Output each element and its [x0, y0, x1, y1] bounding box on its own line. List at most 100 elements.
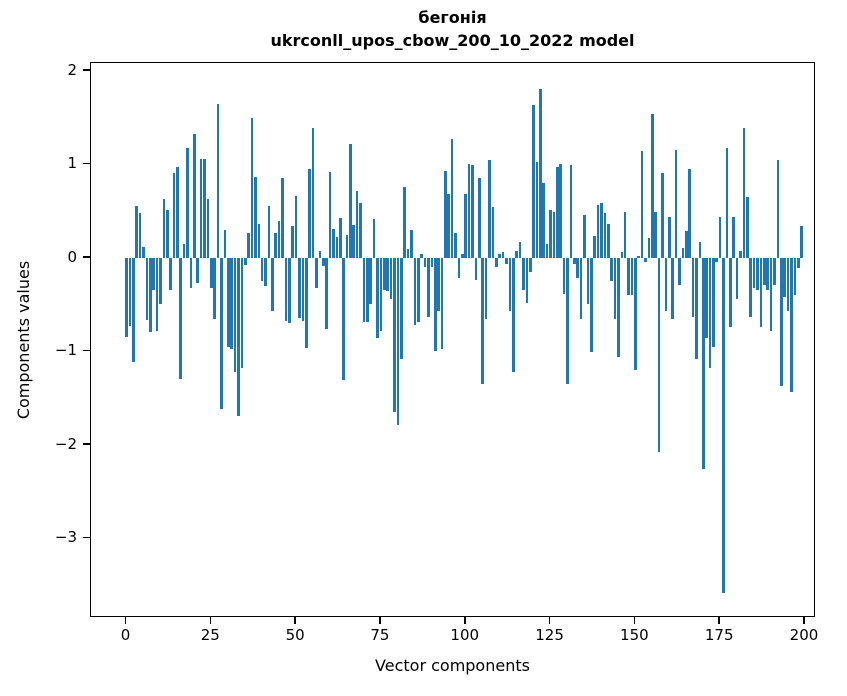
chart-title: бегонія ukrconll_upos_cbow_200_10_2022 m…	[90, 6, 815, 52]
bar-component-165	[684, 230, 688, 258]
bar-component-64	[342, 258, 345, 381]
bar-component-89	[427, 258, 430, 317]
bar-component-86	[416, 258, 420, 322]
chart-title-model: ukrconll_upos_cbow_200_10_2022 model	[270, 31, 635, 50]
bar-component-48	[288, 258, 291, 323]
bar-component-11	[162, 199, 166, 258]
bar-component-14	[172, 172, 176, 258]
bar-component-163	[678, 258, 681, 286]
y-tick-mark--1	[83, 349, 90, 352]
bar-component-172	[708, 258, 712, 369]
bar-component-144	[613, 258, 617, 319]
x-tick-mark-0	[124, 617, 127, 624]
bar-component-53	[305, 258, 308, 348]
bar-component-10	[159, 258, 162, 304]
x-axis-label: Vector components	[375, 656, 530, 675]
bar-component-151	[637, 256, 641, 258]
bar-component-192	[776, 159, 780, 258]
bar-component-98	[457, 258, 461, 278]
bar-component-88	[423, 258, 427, 268]
bar-component-156	[654, 212, 658, 258]
bar-component-23	[203, 158, 206, 258]
bar-component-43	[271, 258, 274, 312]
bar-component-6	[145, 258, 149, 320]
x-tick-mark-100	[464, 617, 466, 624]
bar-component-28	[220, 258, 223, 410]
bar-component-45	[277, 220, 281, 258]
bar-component-161	[671, 258, 674, 319]
bar-component-99	[461, 254, 464, 258]
bar-component-147	[623, 212, 627, 258]
y-tick-label--2: −2	[54, 434, 77, 453]
x-tick-mark-200	[803, 617, 805, 624]
bar-component-124	[545, 243, 549, 258]
x-tick-label-175: 175	[704, 626, 734, 644]
bar-component-20	[193, 133, 196, 258]
bar-component-92	[437, 258, 440, 312]
bar-component-79	[393, 258, 396, 413]
bar-component-142	[606, 224, 610, 258]
bar-component-52	[301, 258, 305, 321]
bar-component-133	[576, 258, 579, 278]
bar-component-162	[674, 149, 678, 258]
bar-component-25	[210, 258, 213, 288]
x-tick-mark-150	[633, 617, 636, 624]
bar-component-106	[484, 258, 488, 319]
bar-component-184	[749, 258, 752, 317]
x-tick-label-200: 200	[789, 626, 819, 644]
bar-component-81	[399, 258, 403, 359]
bar-component-97	[454, 232, 457, 258]
bar-component-189	[766, 258, 769, 290]
bar-component-157	[657, 258, 661, 452]
bar-component-38	[254, 176, 257, 258]
bar-component-103	[474, 258, 478, 280]
bar-component-181	[739, 250, 742, 258]
bar-component-121	[535, 161, 539, 258]
bar-component-194	[783, 258, 786, 298]
bar-component-70	[362, 258, 366, 322]
bar-component-148	[627, 258, 630, 296]
bar-component-73	[372, 218, 376, 258]
bar-component-115	[515, 250, 518, 258]
bar-component-78	[389, 258, 393, 300]
x-tick-label-150: 150	[620, 626, 649, 644]
bar-component-33	[237, 258, 240, 416]
x-tick-label-125: 125	[535, 626, 564, 644]
bar-component-74	[376, 258, 379, 339]
bar-component-176	[722, 258, 725, 593]
bar-component-54	[308, 169, 311, 258]
bar-component-178	[729, 258, 732, 328]
bar-component-108	[491, 206, 495, 258]
bar-component-171	[705, 258, 708, 339]
bar-component-185	[752, 258, 756, 288]
bar-component-31	[230, 258, 233, 349]
bar-component-19	[189, 258, 193, 288]
x-tick-mark-75	[379, 617, 381, 624]
bar-component-69	[359, 202, 362, 258]
bar-component-105	[481, 258, 484, 385]
bar-component-44	[274, 232, 278, 258]
bar-component-138	[593, 236, 596, 258]
bar-component-77	[386, 258, 390, 291]
bar-component-37	[250, 117, 254, 258]
bar-component-167	[691, 258, 695, 317]
y-tick-label-2: 2	[67, 60, 77, 79]
bar-component-104	[478, 177, 481, 258]
bar-component-0	[125, 258, 128, 337]
bar-component-131	[569, 165, 573, 258]
bar-component-143	[610, 258, 613, 282]
bar-component-159	[664, 258, 668, 312]
bar-series	[91, 63, 814, 616]
bar-component-32	[233, 258, 237, 373]
bar-component-191	[773, 258, 776, 286]
bar-component-111	[501, 252, 505, 258]
bar-component-39	[257, 224, 261, 258]
bar-component-101	[467, 163, 471, 258]
bar-component-22	[199, 158, 203, 258]
bar-component-183	[746, 197, 749, 258]
bar-component-113	[508, 258, 512, 312]
bar-component-107	[488, 159, 491, 258]
bar-component-126	[552, 212, 556, 258]
x-tick-mark-175	[718, 617, 720, 624]
bar-component-40	[260, 258, 264, 282]
